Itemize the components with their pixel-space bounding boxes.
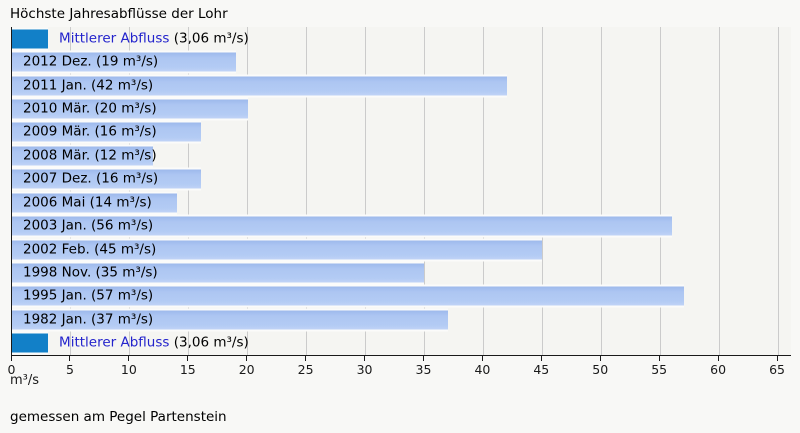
mean-discharge-link[interactable]: Mittlerer Abfluss bbox=[59, 30, 170, 47]
chart-row-mean-top: Mittlerer Abfluss (3,06 m³/s) bbox=[12, 27, 791, 51]
gridline-40 bbox=[482, 27, 484, 355]
discharge-bar-2012 bbox=[12, 50, 236, 74]
row-label-2002: 2002 Feb. (45 m³/s) bbox=[23, 241, 157, 257]
axis-tick-5 bbox=[69, 356, 71, 361]
axis-tick-label-65: 65 bbox=[769, 362, 785, 377]
gridline-35 bbox=[423, 27, 425, 355]
axis-tick-25 bbox=[305, 356, 307, 361]
axis-tick-label-25: 25 bbox=[297, 362, 314, 377]
row-label-2006: 2006 Mai (14 m³/s) bbox=[23, 194, 152, 211]
row-label-2007: 2007 Dez. (16 m³/s) bbox=[23, 170, 159, 187]
axis-tick-label-30: 30 bbox=[356, 362, 373, 377]
row-label-2009: 2009 Mär. (16 m³/s) bbox=[23, 123, 157, 140]
x-axis-unit-label: m³/s bbox=[10, 373, 40, 388]
chart-row-2006: 2006 Mai (14 m³/s) bbox=[12, 191, 791, 215]
chart-row-2003: 2003 Jan. (56 m³/s) bbox=[12, 214, 791, 238]
discharge-bar-2006 bbox=[12, 191, 177, 215]
row-label-1982: 1982 Jan. (37 m³/s) bbox=[23, 311, 154, 328]
chart-footnote: gemessen am Pegel Partenstein bbox=[10, 409, 227, 425]
mean-discharge-bar-mean-bottom bbox=[12, 331, 49, 355]
discharge-bar-2008 bbox=[12, 144, 154, 168]
row-label-mean-bottom: Mittlerer Abfluss (3,06 m³/s) bbox=[59, 334, 249, 351]
axis-tick-15 bbox=[187, 356, 189, 361]
axis-tick-label-15: 15 bbox=[179, 362, 196, 377]
chart-title: Höchste Jahresabflüsse der Lohr bbox=[10, 6, 228, 22]
row-label-2008: 2008 Mär. (12 m³/s) bbox=[23, 147, 157, 164]
mean-discharge-link[interactable]: Mittlerer Abfluss bbox=[59, 334, 170, 351]
discharge-bar-1998 bbox=[12, 261, 425, 285]
chart-row-1995: 1995 Jan. (57 m³/s) bbox=[12, 284, 791, 308]
row-label-2012: 2012 Dez. (19 m³/s) bbox=[23, 53, 159, 70]
axis-tick-55 bbox=[658, 356, 660, 361]
mean-discharge-value: (3,06 m³/s) bbox=[169, 30, 249, 47]
gridline-15 bbox=[188, 27, 190, 355]
discharge-bar-2007 bbox=[12, 167, 201, 191]
axis-tick-label-60: 60 bbox=[710, 362, 727, 377]
axis-tick-40 bbox=[481, 356, 483, 361]
axis-tick-label-0: 0 bbox=[7, 362, 16, 377]
discharge-bar-2002 bbox=[12, 238, 543, 261]
axis-tick-50 bbox=[599, 356, 601, 361]
gridline-20 bbox=[247, 27, 249, 355]
axis-tick-35 bbox=[422, 356, 424, 361]
gridline-30 bbox=[365, 27, 367, 355]
axis-tick-label-10: 10 bbox=[120, 362, 137, 377]
mean-discharge-value: (3,06 m³/s) bbox=[169, 334, 249, 351]
axis-tick-20 bbox=[246, 356, 248, 361]
axis-tick-10 bbox=[128, 356, 130, 361]
mean-discharge-bar-mean-top bbox=[12, 27, 49, 51]
axis-tick-label-5: 5 bbox=[65, 362, 74, 377]
gridline-45 bbox=[541, 27, 543, 355]
axis-tick-label-20: 20 bbox=[238, 362, 255, 377]
chart-row-2011: 2011 Jan. (42 m³/s) bbox=[12, 74, 791, 98]
gridline-10 bbox=[129, 27, 131, 355]
plot-area: Mittlerer Abfluss (3,06 m³/s) 2012 Dez. (… bbox=[11, 27, 791, 356]
axis-tick-label-50: 50 bbox=[592, 362, 609, 377]
row-label-1995: 1995 Jan. (57 m³/s) bbox=[23, 287, 154, 304]
chart-row-2009: 2009 Mär. (16 m³/s) bbox=[12, 120, 791, 144]
row-label-1998: 1998 Nov. (35 m³/s) bbox=[23, 264, 158, 281]
discharge-bar-2003 bbox=[12, 214, 672, 238]
gridline-55 bbox=[659, 27, 661, 355]
axis-tick-label-35: 35 bbox=[415, 362, 432, 377]
row-label-2003: 2003 Jan. (56 m³/s) bbox=[23, 217, 154, 234]
axis-tick-0 bbox=[11, 356, 12, 361]
row-label-mean-top: Mittlerer Abfluss (3,06 m³/s) bbox=[59, 31, 249, 46]
gridline-25 bbox=[306, 27, 308, 355]
axis-tick-65 bbox=[776, 356, 778, 361]
axis-tick-label-40: 40 bbox=[474, 362, 491, 377]
axis-tick-30 bbox=[364, 356, 366, 361]
row-label-2011: 2011 Jan. (42 m³/s) bbox=[23, 77, 154, 94]
chart-row-2012: 2012 Dez. (19 m³/s) bbox=[12, 50, 791, 74]
x-axis: 0 5 10 15 20 25 30 35 40 45 50 55 60 65 bbox=[8, 356, 790, 392]
discharge-bar-1995 bbox=[12, 284, 684, 308]
axis-tick-60 bbox=[717, 356, 719, 361]
axis-tick-label-55: 55 bbox=[651, 362, 668, 377]
discharge-bar-1982 bbox=[12, 308, 449, 332]
chart-row-2008: 2008 Mär. (12 m³/s) bbox=[12, 144, 791, 168]
gridline-65 bbox=[777, 27, 779, 355]
gridline-5 bbox=[70, 27, 72, 355]
chart-row-1982: 1982 Jan. (37 m³/s) bbox=[12, 308, 791, 332]
discharge-bar-2009 bbox=[12, 120, 201, 144]
row-label-2010: 2010 Mär. (20 m³/s) bbox=[23, 100, 157, 117]
discharge-bar-2010 bbox=[12, 97, 248, 121]
axis-tick-45 bbox=[540, 356, 542, 361]
chart-row-2010: 2010 Mär. (20 m³/s) bbox=[12, 97, 791, 121]
chart-row-mean-bottom: Mittlerer Abfluss (3,06 m³/s) bbox=[12, 331, 791, 355]
axis-tick-label-45: 45 bbox=[533, 362, 550, 377]
chart-row-2007: 2007 Dez. (16 m³/s) bbox=[12, 167, 791, 191]
discharge-bar-2011 bbox=[12, 74, 507, 98]
chart-row-2002: 2002 Feb. (45 m³/s) bbox=[12, 238, 791, 261]
gridline-60 bbox=[718, 27, 720, 355]
chart-row-1998: 1998 Nov. (35 m³/s) bbox=[12, 261, 791, 285]
gridline-50 bbox=[600, 27, 602, 355]
